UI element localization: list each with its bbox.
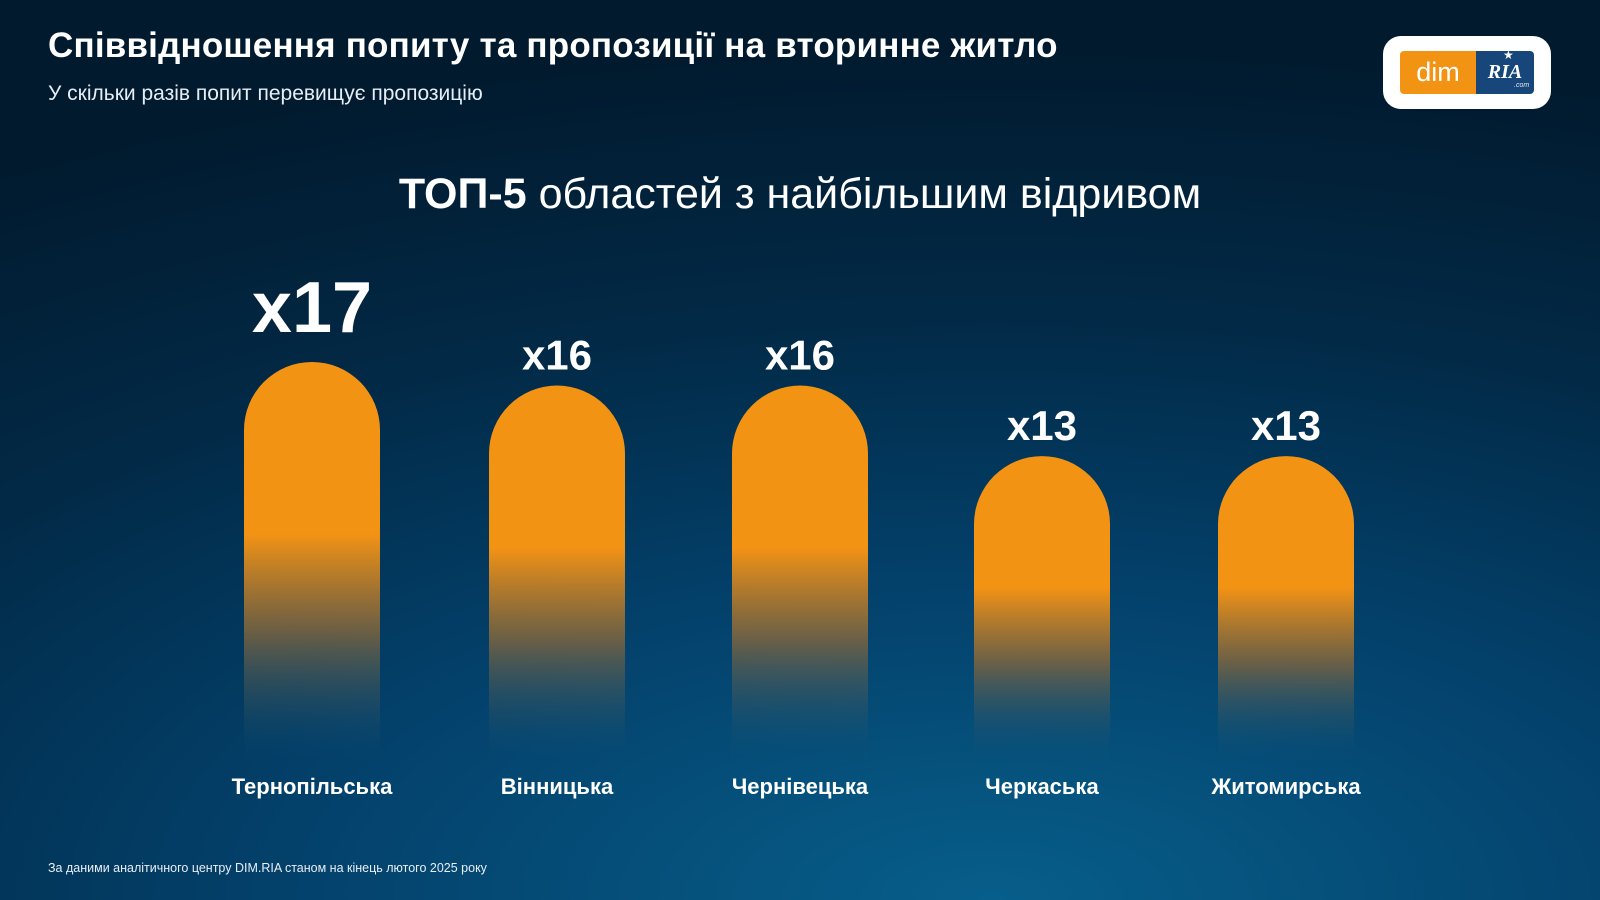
category-label-1: Тернопільська bbox=[232, 774, 393, 799]
chart-heading-highlight: ТОП-5 bbox=[398, 170, 527, 218]
category-label-5: Житомирська bbox=[1210, 774, 1361, 799]
category-label-2: Вінницька bbox=[501, 774, 614, 799]
bar-1 bbox=[244, 362, 380, 762]
bar-4 bbox=[974, 456, 1110, 762]
bar-5 bbox=[1218, 456, 1354, 762]
star-icon: ★ bbox=[1503, 48, 1514, 62]
category-label-4: Черкаська bbox=[985, 774, 1099, 799]
chart-heading-rest: областей з найбільшим відривом bbox=[538, 170, 1202, 218]
bar-value-label-3: x16 bbox=[765, 332, 835, 379]
page-title: Співвідношення попиту та пропозиції на в… bbox=[48, 26, 1058, 65]
category-label-3: Чернівецька bbox=[732, 774, 869, 799]
bar-2 bbox=[489, 385, 625, 762]
chart-heading: ТОП-5 областей з найбільшим відривом bbox=[0, 170, 1600, 219]
dim-ria-logo[interactable]: dim RIA ★ .com bbox=[1383, 36, 1551, 109]
bar-3 bbox=[732, 385, 868, 762]
logo-ria-part: RIA bbox=[1476, 51, 1534, 94]
logo-com-suffix: .com bbox=[1514, 82, 1530, 89]
page-subtitle: У скільки разів попит перевищує пропозиц… bbox=[48, 82, 483, 105]
bar-value-label-5: x13 bbox=[1251, 402, 1321, 449]
bar-value-label-4: x13 bbox=[1007, 402, 1077, 449]
source-footnote: За даними аналітичного центру DIM.RIA ст… bbox=[48, 861, 487, 875]
bar-value-label-1: x17 bbox=[252, 268, 372, 348]
bar-value-label-2: x16 bbox=[522, 332, 592, 379]
logo-dim-part: dim bbox=[1400, 51, 1476, 94]
